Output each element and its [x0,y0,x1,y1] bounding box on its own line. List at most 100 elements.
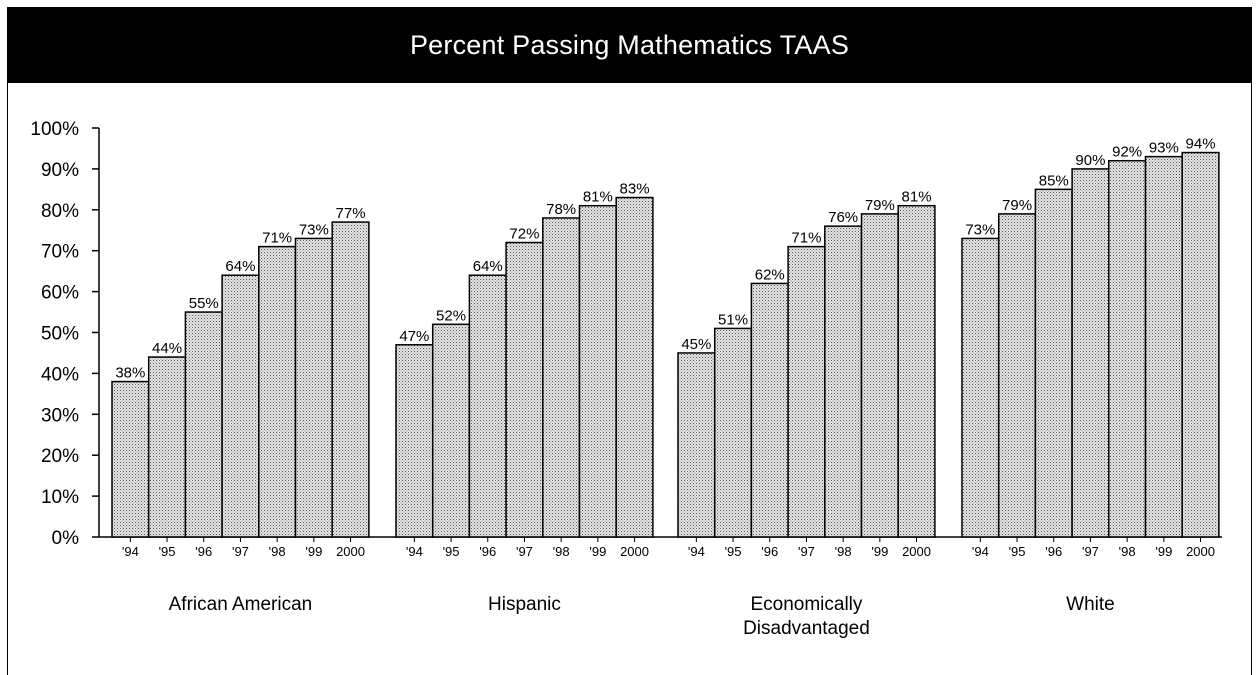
x-tick-label: 2000 [620,544,649,559]
bar [997,213,1037,538]
bar [184,311,223,538]
x-tick-label: '99 [1155,544,1172,559]
x-tick-label: '96 [1045,544,1062,559]
group-label: Hispanic [488,594,561,615]
bar [713,327,753,538]
bar [860,213,899,538]
axes: 0% 10% 20% 30% 40% 50% 60% 70% 80% 90% 100% [30,119,1222,549]
bar [431,323,471,538]
bar [824,225,863,538]
x-tick-label: '94 [122,544,139,559]
bar [468,274,507,538]
data-label: 83% [620,181,650,198]
x-tick-label: '98 [553,544,570,559]
bar [1181,151,1220,538]
bar [677,352,716,538]
data-label: 64% [473,258,503,275]
bar [578,204,617,538]
group-label: Disadvantaged [743,618,870,639]
data-label: 94% [1186,136,1216,153]
bar [258,245,297,538]
x-tick-label: '98 [269,544,286,559]
y-tick-label: 60% [41,283,79,304]
data-label: 52% [436,307,466,324]
group-label: White [1066,594,1115,615]
data-label: 71% [791,230,821,247]
data-label: 93% [1149,140,1179,157]
x-tick-label: '95 [159,544,176,559]
data-label: 77% [336,205,366,222]
y-tick-label: 30% [41,405,79,426]
bars [111,151,1220,538]
data-label: 90% [1075,152,1105,169]
x-tick-label: 2000 [902,544,931,559]
bar [1108,159,1147,538]
x-tick-label: '98 [1119,544,1136,559]
x-tick-label: '96 [195,544,212,559]
y-tick-label: 80% [41,201,79,222]
data-label: 73% [299,221,329,238]
x-tick-label: '96 [761,544,778,559]
x-tick-label: '94 [972,544,989,559]
data-label: 45% [681,336,711,353]
x-tick-label: '97 [798,544,815,559]
y-tick-label: 100% [30,119,79,140]
bar [505,241,544,538]
bar [221,274,260,538]
x-tick-label: '99 [871,544,888,559]
bar [615,196,654,538]
data-label: 81% [583,189,613,206]
bar [395,344,434,538]
y-tick-label: 90% [41,160,79,181]
x-tick-label: '97 [1082,544,1099,559]
y-tick-label: 70% [41,242,79,263]
bar [542,217,581,538]
x-tick-label: '95 [443,544,460,559]
x-tick-label: '94 [406,544,423,559]
x-tick-label: '99 [305,544,322,559]
chart-title: Percent Passing Mathematics TAAS [7,7,1252,83]
y-tick-label: 10% [41,487,79,508]
bar [111,380,150,538]
labels: 38% '94 44% '95 55% '96 64% '97 71% '98 73% '99 77% 2… [115,136,1215,639]
y-tick-label: 50% [41,324,79,345]
bar [750,282,789,538]
data-label: 81% [902,189,932,206]
group-label: Economically [750,594,862,615]
y-tick-label: 40% [41,364,79,385]
bar [961,237,1000,538]
data-label: 78% [546,201,576,218]
bar [294,237,333,538]
data-label: 38% [115,365,145,382]
data-label: 62% [755,266,785,283]
x-tick-label: '97 [516,544,533,559]
x-tick-label: 2000 [1186,544,1215,559]
data-label: 79% [865,197,895,214]
data-label: 72% [509,226,539,243]
group-label: African American [169,594,313,615]
bar [1071,168,1110,538]
x-tick-label: '99 [589,544,606,559]
x-tick-label: '98 [835,544,852,559]
data-label: 85% [1039,172,1069,189]
bar [1144,155,1183,538]
bar [1034,188,1073,538]
data-label: 76% [828,209,858,226]
data-label: 47% [399,328,429,345]
data-label: 64% [225,258,255,275]
data-label: 55% [189,295,219,312]
y-tick-label: 0% [52,528,80,549]
data-label: 51% [718,311,748,328]
bar [787,245,826,538]
bar [331,221,370,538]
bar [897,204,936,538]
data-label: 71% [262,230,292,247]
data-label: 73% [965,221,995,238]
x-tick-label: '95 [1009,544,1026,559]
y-tick-label: 20% [41,446,79,467]
x-tick-label: '94 [688,544,705,559]
x-tick-label: '95 [725,544,742,559]
bar [147,356,187,538]
x-tick-label: '97 [232,544,249,559]
